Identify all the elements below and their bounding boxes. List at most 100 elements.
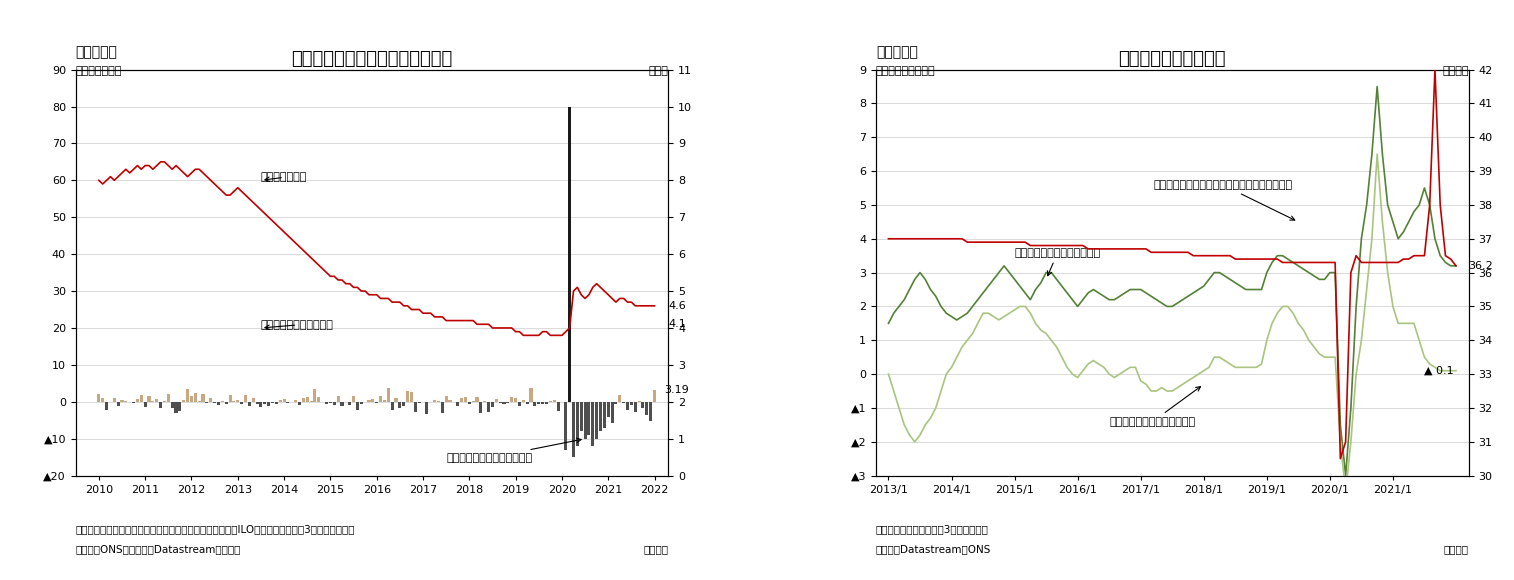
Bar <box>607 402 610 417</box>
Bar <box>279 400 282 402</box>
Bar <box>483 401 486 402</box>
Bar <box>510 397 513 402</box>
Text: （資料）ONSのデータをDatastreamより取得: （資料）ONSのデータをDatastreamより取得 <box>76 545 241 554</box>
Bar <box>356 402 359 409</box>
Bar <box>326 402 329 404</box>
Bar <box>336 396 339 402</box>
Bar <box>525 402 528 404</box>
Bar <box>630 402 633 405</box>
Bar <box>136 400 139 402</box>
Bar <box>171 402 174 408</box>
Bar <box>363 402 366 403</box>
Bar <box>403 402 406 406</box>
Bar <box>410 392 413 402</box>
Bar <box>463 397 466 402</box>
Bar <box>101 398 104 402</box>
Bar <box>151 401 154 402</box>
Bar <box>276 402 279 404</box>
Bar <box>266 402 269 406</box>
Bar <box>341 402 344 405</box>
Bar <box>575 402 578 446</box>
Bar <box>456 402 459 406</box>
Bar <box>395 398 398 402</box>
Bar <box>615 402 618 404</box>
Text: （月次）: （月次） <box>1443 545 1469 554</box>
Bar <box>360 402 363 404</box>
Bar <box>445 396 448 402</box>
Bar <box>298 402 301 405</box>
Bar <box>368 400 371 402</box>
Bar <box>121 400 124 402</box>
Text: （前年同期比、％）: （前年同期比、％） <box>877 66 936 75</box>
Bar <box>398 402 401 408</box>
Bar <box>491 402 494 407</box>
Text: 失業保険申請件数（前月差）: 失業保険申請件数（前月差） <box>447 438 581 463</box>
Text: （図表１）: （図表１） <box>76 45 118 59</box>
Bar <box>286 402 289 403</box>
Text: 36.2: 36.2 <box>1469 261 1493 271</box>
Bar <box>306 397 309 402</box>
Bar <box>156 399 159 402</box>
Bar <box>645 402 648 415</box>
Bar <box>371 399 374 402</box>
Bar <box>448 400 451 402</box>
Bar <box>518 402 521 406</box>
Bar <box>139 395 142 402</box>
Bar <box>642 402 645 408</box>
Bar <box>271 402 274 403</box>
Bar <box>488 402 491 412</box>
Bar <box>189 396 192 402</box>
Bar <box>618 394 621 402</box>
Bar <box>159 402 162 408</box>
Bar <box>441 402 444 413</box>
Bar <box>375 402 378 403</box>
Bar <box>583 402 586 438</box>
Bar <box>498 402 501 403</box>
Bar <box>351 396 356 402</box>
Title: 英国の失業保険申請件数、失業率: 英国の失業保険申請件数、失業率 <box>291 50 453 68</box>
Bar <box>503 402 506 404</box>
Bar <box>433 400 436 402</box>
Bar <box>206 402 209 403</box>
Bar <box>537 402 540 404</box>
Bar <box>224 402 227 404</box>
Bar <box>378 396 382 402</box>
Text: 週当たり賃金（実質）伸び率: 週当たり賃金（実質）伸び率 <box>1110 387 1201 427</box>
Bar <box>580 402 583 432</box>
Bar <box>533 402 536 406</box>
Bar <box>329 402 332 403</box>
Bar <box>480 402 483 412</box>
Bar <box>241 402 244 404</box>
Bar <box>610 402 613 423</box>
Text: 申請件数の割合（右軸）: 申請件数の割合（右軸） <box>260 320 333 330</box>
Text: （図表２）: （図表２） <box>877 45 917 59</box>
Bar <box>348 402 351 405</box>
Bar <box>565 402 568 450</box>
Bar <box>182 400 185 402</box>
Bar <box>217 402 220 405</box>
Bar <box>553 400 556 402</box>
Bar <box>333 402 336 405</box>
Bar <box>406 391 409 402</box>
Text: （資料）Datastream、ONS: （資料）Datastream、ONS <box>877 545 992 554</box>
Bar <box>653 390 656 402</box>
Bar <box>600 402 603 432</box>
Text: （注）季節調整値、後方3か月移動平均: （注）季節調整値、後方3か月移動平均 <box>877 524 989 534</box>
Bar <box>229 394 232 402</box>
Bar <box>506 402 509 404</box>
Bar <box>97 394 100 402</box>
Bar <box>425 402 428 414</box>
Text: フルタイム労働者の週当たり労働時間（右軸）: フルタイム労働者の週当たり労働時間（右軸） <box>1154 180 1294 220</box>
Bar <box>438 401 441 402</box>
Text: 週当たり賃金（名目）伸び率: 週当たり賃金（名目）伸び率 <box>1014 248 1101 276</box>
Bar <box>522 400 525 402</box>
Bar <box>625 402 628 410</box>
Bar <box>572 402 575 457</box>
Bar <box>634 402 637 412</box>
Bar <box>244 395 247 402</box>
Bar <box>603 402 606 427</box>
Text: 失業率（右軸）: 失業率（右軸） <box>260 172 307 182</box>
Bar <box>460 398 463 402</box>
Bar <box>313 389 316 402</box>
Bar <box>545 402 548 404</box>
